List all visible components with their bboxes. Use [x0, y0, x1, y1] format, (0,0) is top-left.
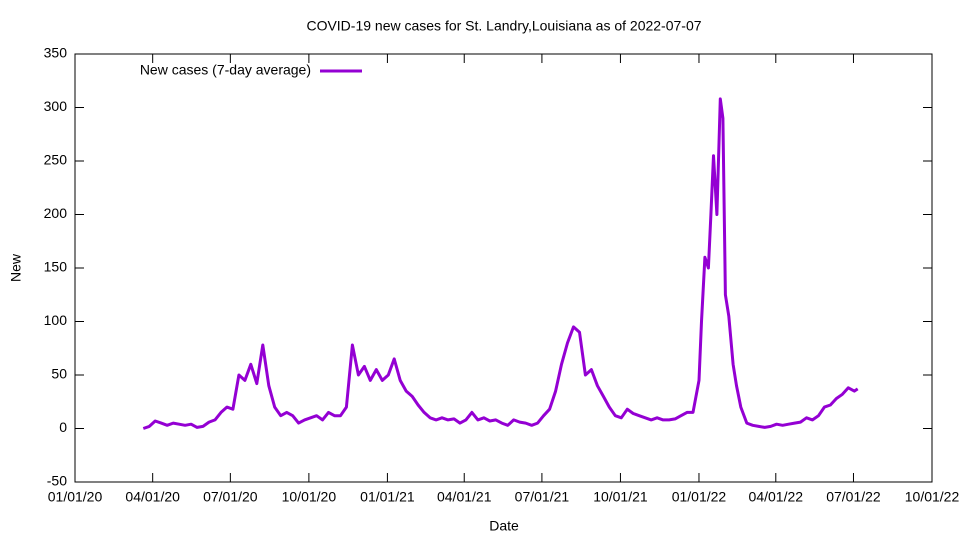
x-tick-label: 07/01/22 — [826, 489, 881, 505]
x-tick-label: 07/01/20 — [203, 489, 258, 505]
y-tick-label: 100 — [44, 312, 68, 328]
series-line — [142, 97, 859, 430]
x-tick-label: 10/01/22 — [905, 489, 960, 505]
y-tick-label: 200 — [44, 205, 68, 221]
x-tick-label: 01/01/20 — [48, 489, 103, 505]
plot-frame — [74, 53, 933, 483]
y-tick-label: 50 — [51, 366, 67, 382]
legend-label: New cases (7-day average) — [140, 62, 311, 78]
x-tick-label: 01/01/22 — [672, 489, 727, 505]
y-tick-label: 350 — [44, 45, 68, 61]
y-tick-label: 150 — [44, 259, 68, 275]
x-tick-label: 07/01/21 — [515, 489, 570, 505]
x-tick-label: 04/01/20 — [125, 489, 180, 505]
x-axis-label: Date — [489, 518, 519, 534]
y-axis-label: New — [8, 253, 24, 282]
x-tick-label: 01/01/21 — [360, 489, 415, 505]
y-tick-label: 0 — [59, 419, 67, 435]
x-tick-label: 10/01/21 — [593, 489, 648, 505]
x-tick-label: 10/01/20 — [282, 489, 337, 505]
x-tick-label: 04/01/22 — [749, 489, 804, 505]
y-tick-label: 250 — [44, 152, 68, 168]
y-tick-label: 300 — [44, 98, 68, 114]
y-tick-label: -50 — [47, 473, 67, 489]
chart-title: COVID-19 new cases for St. Landry,Louisi… — [306, 18, 701, 34]
x-tick-label: 04/01/21 — [437, 489, 492, 505]
